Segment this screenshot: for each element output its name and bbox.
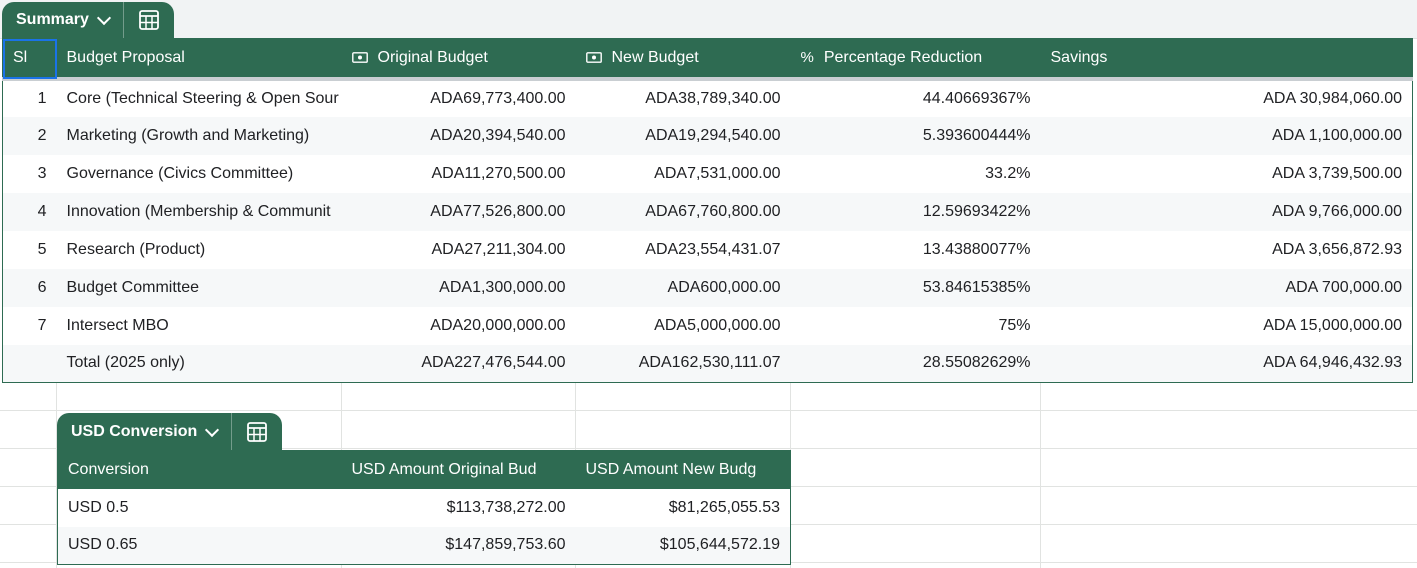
cell-savings[interactable]: ADA 30,984,060.00 xyxy=(1263,89,1402,107)
cell-sl[interactable]: 2 xyxy=(37,126,47,144)
cell-savings[interactable]: ADA 64,946,432.93 xyxy=(1263,354,1402,372)
usd-tab-name[interactable]: USD Conversion xyxy=(57,413,231,450)
cell-proposal[interactable]: Research (Product) xyxy=(66,240,206,258)
header-label: Original Budget xyxy=(377,48,488,66)
header-label: Savings xyxy=(1050,48,1108,66)
cell-reduction[interactable]: 13.43880077% xyxy=(922,240,1031,258)
cell-proposal[interactable]: Budget Committee xyxy=(66,278,200,296)
header-label: Percentage Reduction xyxy=(823,48,983,66)
cell-usd-original[interactable]: $147,859,753.60 xyxy=(445,536,566,554)
table-row: 2 Marketing (Growth and Marketing) ADA20… xyxy=(2,116,1413,155)
cell-proposal[interactable]: Total (2025 only) xyxy=(66,354,185,372)
cell-original-budget[interactable]: ADA77,526,800.00 xyxy=(430,202,566,220)
chevron-down-icon[interactable] xyxy=(96,10,111,26)
cell-new-budget[interactable]: ADA19,294,540.00 xyxy=(645,126,781,144)
cell-reduction[interactable]: 28.55082629% xyxy=(922,354,1031,372)
cell-reduction[interactable]: 44.40669367% xyxy=(922,89,1031,107)
table-row: 3 Governance (Civics Committee) ADA11,27… xyxy=(2,154,1413,193)
cell-savings[interactable]: ADA 9,766,000.00 xyxy=(1272,202,1402,220)
percent-icon: % xyxy=(800,49,814,67)
cell-sl[interactable]: 3 xyxy=(37,164,47,182)
cell-proposal[interactable]: Intersect MBO xyxy=(66,316,169,334)
table-row: 1 Core (Technical Steering & Open Sour A… xyxy=(2,78,1413,117)
cell-original-budget[interactable]: ADA11,270,500.00 xyxy=(431,164,566,182)
table-row: USD 0.5 $113,738,272.00 $81,265,055.53 xyxy=(57,488,791,527)
cell-new-budget[interactable]: ADA5,000,000.00 xyxy=(654,316,781,334)
column-header-budget-proposal[interactable]: Budget Proposal xyxy=(56,38,342,81)
cell-savings[interactable]: ADA 1,100,000.00 xyxy=(1272,126,1402,144)
cell-original-budget[interactable]: ADA20,394,540.00 xyxy=(430,126,566,144)
column-header-conversion[interactable]: Conversion xyxy=(57,450,342,489)
cell-sl[interactable]: 1 xyxy=(37,89,47,107)
column-header-usd-original[interactable]: USD Amount Original Bud xyxy=(341,450,576,489)
cell-sl[interactable] xyxy=(3,345,57,383)
summary-tab-name[interactable]: Summary xyxy=(2,2,123,38)
header-label: Budget Proposal xyxy=(66,48,185,66)
cell-new-budget[interactable]: ADA162,530,111.07 xyxy=(638,354,781,372)
header-label: New Budget xyxy=(611,48,699,66)
cell-sl[interactable]: 7 xyxy=(37,316,47,334)
cell-sl[interactable]: 4 xyxy=(37,202,47,220)
usd-conversion-table: Conversion USD Amount Original Bud USD A… xyxy=(57,450,791,565)
cell-original-budget[interactable]: ADA27,211,304.00 xyxy=(431,240,566,258)
cell-savings[interactable]: ADA 3,656,872.93 xyxy=(1272,240,1402,258)
cell-proposal[interactable]: Marketing (Growth and Marketing) xyxy=(66,126,310,144)
column-header-savings[interactable]: Savings xyxy=(1040,38,1413,81)
cell-usd-new[interactable]: $81,265,055.53 xyxy=(668,498,780,516)
summary-table-tab[interactable]: Summary xyxy=(2,2,174,38)
cell-conversion[interactable]: USD 0.5 xyxy=(68,498,129,516)
cell-reduction[interactable]: 33.2% xyxy=(985,164,1031,182)
currency-icon xyxy=(585,52,602,63)
cell-savings[interactable]: ADA 3,739,500.00 xyxy=(1272,164,1402,182)
cell-original-budget[interactable]: ADA20,000,000.00 xyxy=(430,316,566,334)
column-header-percentage-reduction[interactable]: % Percentage Reduction xyxy=(790,38,1041,81)
summary-table: Sl Budget Proposal Original Budget New B… xyxy=(2,38,1413,383)
table-row: 5 Research (Product) ADA27,211,304.00 AD… xyxy=(2,230,1413,269)
table-row: 6 Budget Committee ADA1,300,000.00 ADA60… xyxy=(2,268,1413,307)
column-header-sl[interactable]: Sl xyxy=(2,38,57,81)
cell-original-budget[interactable]: ADA69,773,400.00 xyxy=(430,89,566,107)
cell-conversion[interactable]: USD 0.65 xyxy=(68,536,138,554)
table-tab-strip xyxy=(0,0,1417,39)
cell-sl[interactable]: 6 xyxy=(37,278,47,296)
column-header-original-budget[interactable]: Original Budget xyxy=(341,38,576,81)
cell-new-budget[interactable]: ADA23,554,431.07 xyxy=(645,240,781,258)
usd-conversion-table-tab[interactable]: USD Conversion xyxy=(57,413,283,450)
cell-reduction[interactable]: 12.59693422% xyxy=(922,202,1031,220)
currency-icon xyxy=(351,52,368,63)
cell-proposal[interactable]: Innovation (Membership & Communit xyxy=(66,202,331,220)
column-header-usd-new[interactable]: USD Amount New Budg xyxy=(575,450,791,489)
table-row: 4 Innovation (Membership & Communit ADA7… xyxy=(2,192,1413,231)
header-row: Conversion USD Amount Original Bud USD A… xyxy=(57,450,791,489)
cell-original-budget[interactable]: ADA1,300,000.00 xyxy=(439,278,566,296)
cell-original-budget[interactable]: ADA227,476,544.00 xyxy=(421,354,566,372)
table-settings-button[interactable] xyxy=(124,2,174,38)
table-settings-button[interactable] xyxy=(232,413,282,450)
cell-reduction[interactable]: 75% xyxy=(998,316,1031,334)
calculator-icon xyxy=(247,421,268,442)
total-row: Total (2025 only) ADA227,476,544.00 ADA1… xyxy=(2,344,1413,383)
usd-tab-label: USD Conversion xyxy=(71,422,198,440)
cell-savings[interactable]: ADA 700,000.00 xyxy=(1285,278,1402,296)
cell-new-budget[interactable]: ADA38,789,340.00 xyxy=(645,89,781,107)
summary-tab-label: Summary xyxy=(16,11,89,28)
cell-usd-original[interactable]: $113,738,272.00 xyxy=(446,498,566,516)
cell-reduction[interactable]: 5.393600444% xyxy=(922,126,1031,144)
cell-new-budget[interactable]: ADA67,760,800.00 xyxy=(645,202,781,220)
chevron-down-icon[interactable] xyxy=(205,422,220,437)
cell-savings[interactable]: ADA 15,000,000.00 xyxy=(1263,316,1402,334)
cell-sl[interactable]: 5 xyxy=(37,240,47,258)
cell-proposal[interactable]: Core (Technical Steering & Open Sour xyxy=(66,89,339,107)
table-row: USD 0.65 $147,859,753.60 $105,644,572.19 xyxy=(57,526,791,565)
cell-reduction[interactable]: 53.84615385% xyxy=(922,278,1031,296)
cell-usd-new[interactable]: $105,644,572.19 xyxy=(659,536,780,554)
table-row: 7 Intersect MBO ADA20,000,000.00 ADA5,00… xyxy=(2,306,1413,345)
column-header-new-budget[interactable]: New Budget xyxy=(575,38,791,81)
calculator-icon xyxy=(139,10,159,30)
header-row: Sl Budget Proposal Original Budget New B… xyxy=(2,38,1413,81)
cell-proposal[interactable]: Governance (Civics Committee) xyxy=(66,164,294,182)
cell-new-budget[interactable]: ADA7,531,000.00 xyxy=(654,164,781,182)
cell-new-budget[interactable]: ADA600,000.00 xyxy=(667,278,781,296)
